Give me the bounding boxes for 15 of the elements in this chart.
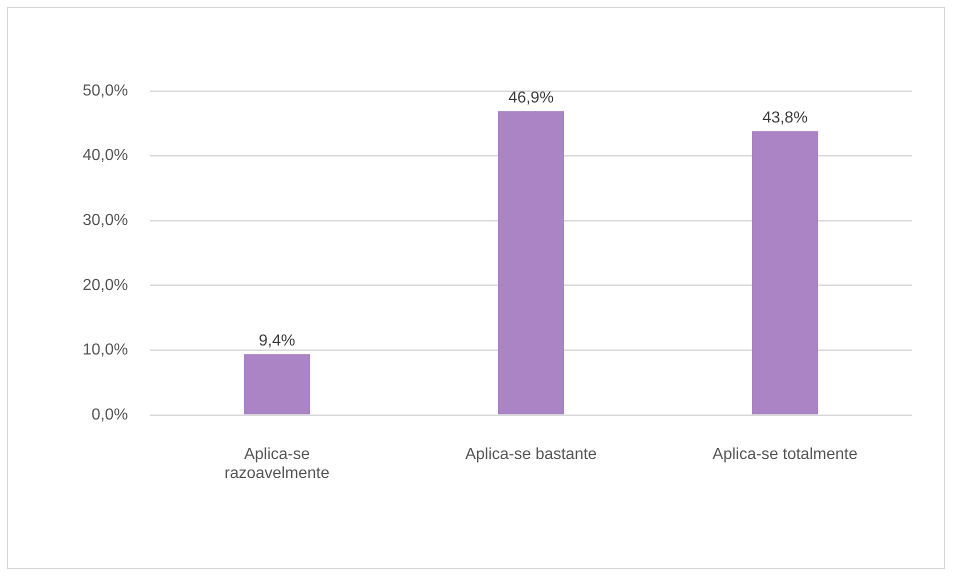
y-tick-label: 10,0%: [82, 342, 128, 359]
bar: [244, 354, 310, 414]
bar: [498, 111, 564, 414]
bar: [752, 131, 818, 414]
x-tick-label: Aplica-se bastante: [465, 446, 597, 464]
y-tick-label: 30,0%: [82, 212, 128, 230]
y-tick-label: 20,0%: [82, 276, 128, 294]
data-label: 43,8%: [762, 110, 808, 127]
x-tick-label: Aplica-se totalmente: [712, 446, 858, 464]
y-tick-label: 50,0%: [82, 82, 128, 100]
y-tick-label: 0,0%: [92, 406, 128, 424]
data-label: 9,4%: [258, 332, 296, 350]
x-tick-label: Aplica-se razoavelmente: [224, 446, 330, 482]
y-tick-label: 40,0%: [82, 147, 128, 164]
data-label: 46,9%: [508, 89, 554, 106]
